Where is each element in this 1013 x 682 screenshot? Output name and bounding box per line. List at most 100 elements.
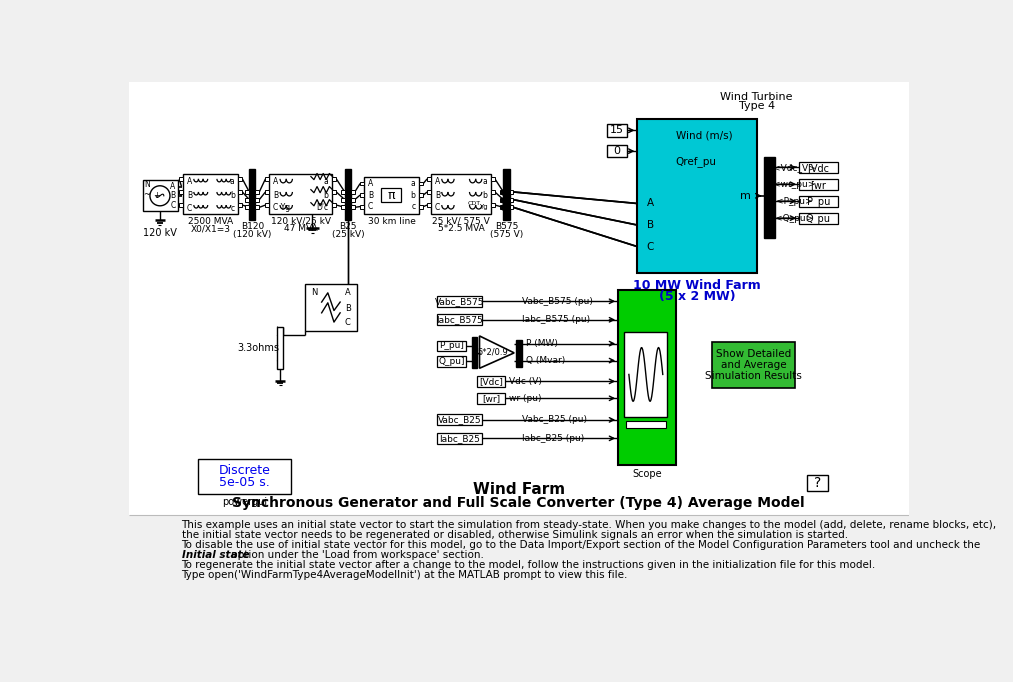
Bar bbox=[438, 314, 482, 325]
Text: b: b bbox=[230, 190, 235, 200]
Bar bbox=[799, 213, 838, 224]
Text: Vabc_B25: Vabc_B25 bbox=[438, 415, 481, 424]
Bar bbox=[332, 203, 336, 207]
Text: Discrete: Discrete bbox=[219, 464, 270, 477]
Text: A: A bbox=[274, 177, 279, 186]
Text: a: a bbox=[324, 177, 328, 186]
Text: Q_pu]: Q_pu] bbox=[439, 357, 465, 366]
Bar bbox=[179, 177, 183, 181]
Text: [Vdc: [Vdc bbox=[807, 163, 830, 173]
Bar bbox=[419, 181, 423, 186]
Text: +: + bbox=[153, 191, 159, 201]
Bar bbox=[183, 174, 238, 214]
Bar bbox=[491, 190, 495, 194]
Text: A: A bbox=[646, 198, 653, 209]
Bar bbox=[499, 205, 503, 209]
Text: <Q_pu>: <Q_pu> bbox=[775, 213, 813, 222]
Text: 30 km line: 30 km line bbox=[368, 217, 415, 226]
Text: CDT: CDT bbox=[468, 201, 481, 206]
Text: option under the 'Load from workspace' section.: option under the 'Load from workspace' s… bbox=[228, 550, 483, 560]
Text: B: B bbox=[274, 190, 279, 200]
Text: C: C bbox=[187, 204, 192, 213]
Text: B: B bbox=[170, 191, 175, 201]
Bar bbox=[799, 179, 838, 190]
Bar bbox=[799, 196, 838, 207]
Bar bbox=[364, 177, 419, 214]
Text: (575 V): (575 V) bbox=[490, 230, 523, 239]
Bar bbox=[341, 205, 344, 209]
Text: b: b bbox=[324, 190, 328, 200]
Bar bbox=[238, 177, 242, 181]
Text: [wr: [wr bbox=[810, 179, 827, 190]
Text: Vabc_B575 (pu): Vabc_B575 (pu) bbox=[522, 297, 593, 306]
Text: Vdc (V): Vdc (V) bbox=[509, 377, 542, 386]
Bar bbox=[381, 188, 401, 202]
Bar bbox=[332, 177, 336, 181]
Bar bbox=[245, 190, 249, 194]
Text: C Yg: C Yg bbox=[274, 203, 291, 212]
Text: Vabc_B575: Vabc_B575 bbox=[435, 297, 484, 306]
Text: Q_pu: Q_pu bbox=[805, 213, 831, 224]
Bar bbox=[265, 190, 269, 194]
Bar bbox=[427, 203, 431, 207]
Text: B120: B120 bbox=[241, 222, 264, 231]
Bar bbox=[712, 342, 795, 388]
Bar bbox=[499, 198, 503, 202]
Bar bbox=[806, 475, 829, 492]
Bar bbox=[765, 158, 775, 238]
Text: Simulation Results: Simulation Results bbox=[705, 371, 802, 381]
Text: C: C bbox=[170, 201, 175, 209]
Text: <wr_pu>: <wr_pu> bbox=[773, 180, 815, 189]
Text: Synchronous Generator and Full Scale Converter (Type 4) Average Model: Synchronous Generator and Full Scale Con… bbox=[232, 496, 805, 510]
Bar bbox=[438, 340, 466, 351]
Bar bbox=[249, 169, 255, 220]
Bar bbox=[341, 198, 344, 202]
Text: Type 4: Type 4 bbox=[738, 101, 775, 110]
Text: ?: ? bbox=[813, 476, 822, 490]
Text: b: b bbox=[410, 191, 415, 201]
Text: Type open('WindFarmType4AverageModelInit') at the MATLAB prompt to view this fil: Type open('WindFarmType4AverageModelInit… bbox=[181, 569, 628, 580]
Bar bbox=[624, 332, 668, 417]
Bar bbox=[477, 376, 504, 387]
Bar bbox=[510, 198, 514, 202]
Text: A: A bbox=[368, 179, 373, 188]
Text: A: A bbox=[345, 288, 350, 297]
Text: b: b bbox=[482, 190, 487, 200]
Text: C: C bbox=[646, 241, 654, 252]
Bar bbox=[245, 205, 249, 209]
Text: (5 x 2 MW): (5 x 2 MW) bbox=[658, 290, 735, 303]
Bar bbox=[472, 338, 477, 368]
Text: 120 kV: 120 kV bbox=[143, 228, 177, 238]
Text: C: C bbox=[368, 202, 373, 211]
Bar bbox=[179, 203, 183, 207]
Bar bbox=[255, 205, 259, 209]
Bar bbox=[199, 459, 291, 494]
Text: 10 MW Wind Farm: 10 MW Wind Farm bbox=[633, 280, 761, 293]
Text: 15: 15 bbox=[610, 125, 624, 135]
Bar bbox=[510, 190, 514, 194]
Text: 3.3ohms: 3.3ohms bbox=[237, 343, 280, 353]
Bar bbox=[361, 193, 364, 197]
Text: Iabc_B25 (pu): Iabc_B25 (pu) bbox=[522, 434, 585, 443]
Bar bbox=[427, 190, 431, 194]
Bar bbox=[238, 203, 242, 207]
Text: This example uses an initial state vector to start the simulation from steady-st: This example uses an initial state vecto… bbox=[181, 520, 997, 530]
Bar bbox=[431, 174, 491, 214]
Text: a: a bbox=[411, 179, 415, 188]
Bar bbox=[361, 205, 364, 209]
Bar bbox=[143, 181, 177, 211]
Text: A: A bbox=[170, 182, 175, 191]
Text: B: B bbox=[368, 191, 373, 201]
Text: 5*2/0.9: 5*2/0.9 bbox=[477, 348, 508, 357]
Text: <P_pu>: <P_pu> bbox=[776, 196, 812, 206]
Text: A: A bbox=[187, 177, 192, 186]
Text: ~: ~ bbox=[144, 190, 150, 198]
Text: and Average: and Average bbox=[721, 360, 786, 370]
Text: Iabc_B25: Iabc_B25 bbox=[439, 434, 480, 443]
Bar bbox=[130, 82, 910, 515]
Bar bbox=[491, 203, 495, 207]
Bar bbox=[626, 421, 666, 428]
Text: P_pu: P_pu bbox=[806, 196, 830, 207]
Text: C: C bbox=[344, 318, 350, 327]
Text: 5e-05 s.: 5e-05 s. bbox=[219, 476, 270, 489]
